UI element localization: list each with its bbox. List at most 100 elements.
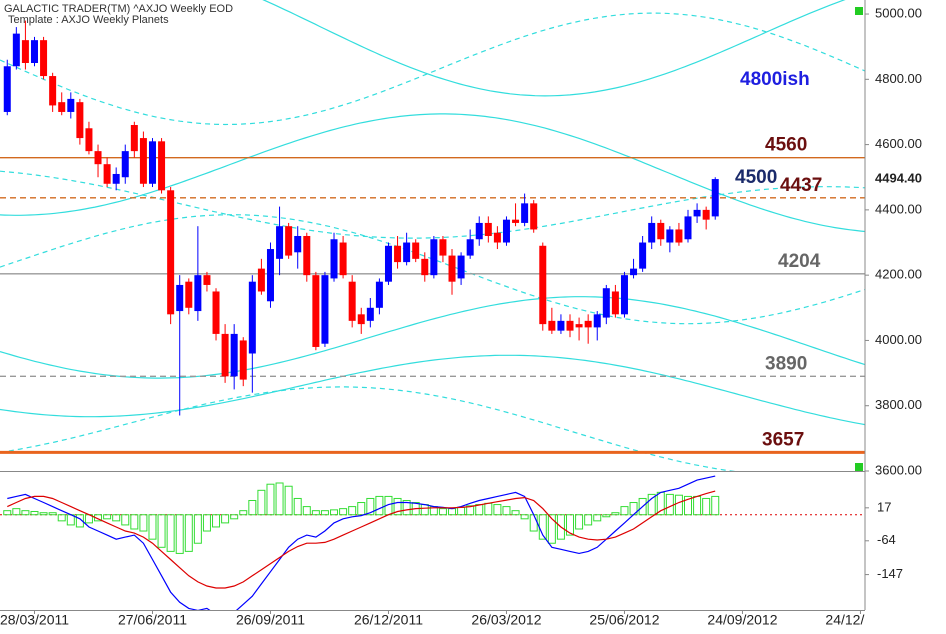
histogram-bar — [3, 510, 12, 516]
histogram-bar — [248, 499, 257, 516]
candle-body — [348, 281, 356, 321]
candle-body — [303, 235, 311, 276]
y-tick-label: 4200.00 — [875, 267, 922, 282]
candle-body — [530, 203, 538, 230]
chart-subtitle: Template : AXJO Weekly Planets — [8, 14, 169, 26]
histogram-bar — [556, 514, 565, 540]
histogram-bar — [21, 510, 30, 516]
histogram-bar — [393, 497, 402, 516]
planet-curve — [0, 296, 865, 379]
histogram-bar — [12, 508, 21, 516]
candle-body — [593, 314, 601, 328]
candle-body — [566, 320, 574, 331]
candle-body — [611, 291, 619, 315]
y-tick-label: 4000.00 — [875, 332, 922, 347]
level-label: 4560 — [765, 135, 807, 156]
histogram-bar — [575, 514, 584, 530]
level-label: 4204 — [778, 251, 821, 272]
candle-body — [484, 222, 492, 236]
histogram-bar — [638, 497, 647, 516]
candle-body — [121, 151, 129, 178]
axes: GALACTIC TRADER(TM) ^AXJO Weekly EOD Tem… — [0, 0, 922, 628]
candle-body — [366, 307, 374, 321]
candle-body — [85, 128, 93, 152]
candle-body — [548, 320, 556, 331]
histogram-bar — [230, 514, 239, 520]
candle-body — [394, 245, 402, 263]
histogram-bar — [348, 506, 357, 516]
x-tick-label: 27/06/2011 — [118, 612, 187, 628]
marker — [855, 463, 863, 471]
planet-curve — [0, 386, 736, 471]
y-tick-label: 5000.00 — [875, 5, 922, 20]
histogram-bar — [684, 495, 693, 516]
histogram-bar — [39, 512, 48, 516]
candle-body — [248, 281, 256, 354]
candle-body — [466, 239, 474, 256]
candle-body — [212, 291, 220, 334]
candle-body — [684, 216, 692, 240]
histogram-bar — [330, 509, 339, 516]
candle-body — [357, 314, 365, 325]
candle-body — [421, 258, 429, 276]
candle-body — [630, 268, 638, 276]
candle-body — [575, 324, 583, 328]
y2-tick-label: -147 — [877, 566, 903, 581]
candle-body — [693, 209, 701, 217]
candle-body — [266, 249, 274, 302]
histogram-bar — [502, 506, 511, 516]
histogram-bar — [302, 506, 311, 516]
x-tick-label: 24/09/2012 — [707, 612, 777, 628]
planet-curve — [0, 354, 865, 426]
candle-body — [30, 40, 38, 63]
y-tick-label: 4800.00 — [875, 71, 922, 86]
histogram-bar — [611, 512, 620, 516]
candle-body — [521, 203, 529, 223]
histogram-bar — [375, 495, 384, 516]
histogram-bar — [602, 514, 611, 518]
histogram-bar — [121, 514, 130, 526]
histogram-bar — [620, 506, 629, 516]
candle-body — [148, 141, 156, 184]
planet-curve — [0, 170, 865, 239]
candle-body — [657, 222, 665, 240]
candle-body — [639, 242, 647, 269]
x-tick-label: 28/03/2011 — [0, 612, 69, 628]
histogram-bar — [212, 514, 221, 528]
y-tick-label: 3600.00 — [875, 462, 922, 477]
histogram-bar — [438, 508, 447, 516]
candle-body — [321, 275, 329, 344]
histogram-bar — [184, 514, 193, 552]
candle-body — [602, 288, 610, 318]
last-price-label: 4494.40 — [875, 171, 922, 186]
histogram-bar — [566, 514, 575, 536]
histogram-bar — [30, 510, 39, 516]
candle-body — [103, 164, 111, 184]
histogram-bar — [293, 497, 302, 516]
histogram-bar — [266, 483, 275, 516]
candle-body — [3, 66, 11, 112]
candle-body — [475, 222, 483, 240]
candle-body — [130, 125, 138, 152]
candle-body — [230, 333, 238, 377]
histogram-bar — [275, 482, 284, 516]
candle-body — [257, 268, 265, 292]
histogram-bar — [702, 497, 711, 516]
planet-curve — [0, 12, 865, 126]
oscillator-panel — [0, 475, 865, 610]
candle-body — [430, 239, 438, 276]
candle-body — [276, 226, 284, 259]
histogram-bar — [520, 514, 529, 520]
candle-body — [620, 275, 628, 315]
candle-body — [584, 320, 592, 328]
histogram-bar — [284, 485, 293, 516]
y-tick-label: 4400.00 — [875, 201, 922, 216]
histogram-bar — [593, 514, 602, 522]
candle-body — [439, 239, 447, 256]
candle-body — [49, 76, 57, 106]
y-tick-label: 3800.00 — [875, 397, 922, 412]
planet-curve — [262, 0, 846, 97]
histogram-bar — [547, 514, 556, 544]
histogram-bar — [257, 489, 266, 516]
